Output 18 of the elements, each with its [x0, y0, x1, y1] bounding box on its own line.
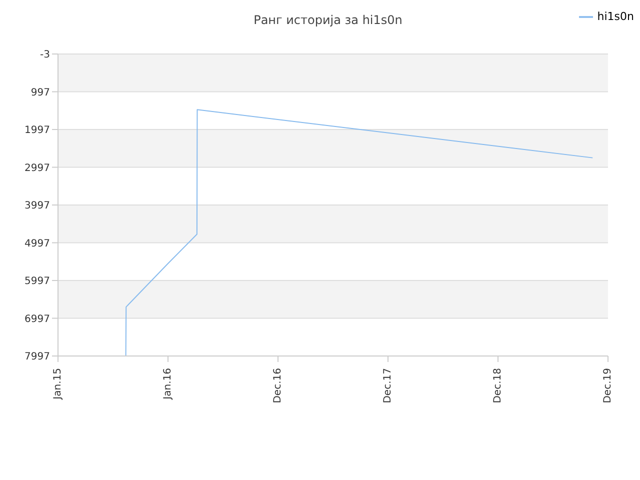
chart-title: Ранг историја за hi1s0n: [254, 13, 402, 27]
y-tick-label: 4997: [24, 238, 50, 250]
x-tick-label: Dec.17: [382, 368, 394, 404]
line-series: [125, 109, 594, 356]
y-tick-label: 2997: [24, 162, 50, 174]
x-tick-label: Jan.15: [52, 368, 64, 400]
y-tick-label: 5997: [24, 276, 50, 288]
x-tick-label: Dec.18: [492, 368, 504, 404]
x-tick-label: Dec.16: [272, 368, 284, 404]
y-tick-label: -3: [40, 50, 50, 61]
y-tick-label: 3997: [24, 200, 50, 212]
y-tick-label: 997: [30, 87, 50, 98]
x-tick-label: Jan.16: [162, 368, 174, 400]
y-tick-label: 7997: [24, 352, 50, 363]
y-tick-label: 6997: [24, 314, 50, 325]
legend-label: hi1s0n: [597, 10, 634, 24]
y-tick-label: 1997: [24, 125, 50, 136]
x-tick-label: Dec.19: [602, 368, 614, 404]
